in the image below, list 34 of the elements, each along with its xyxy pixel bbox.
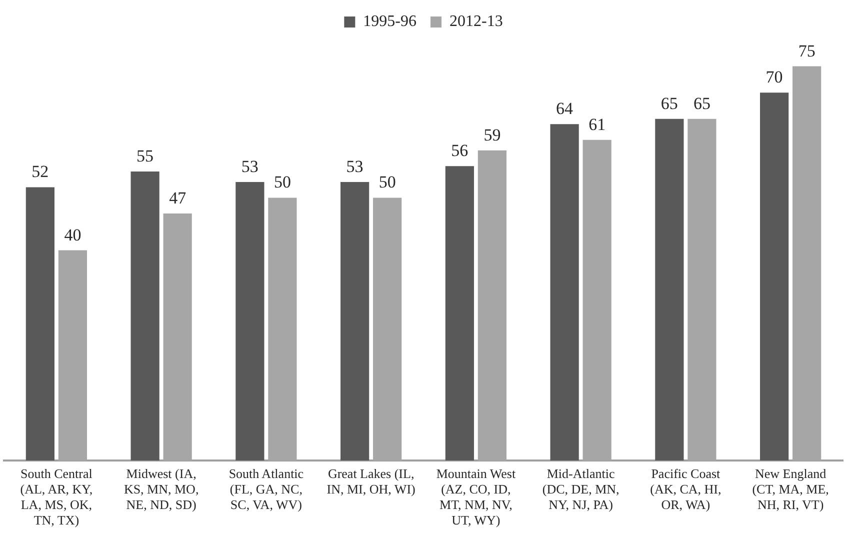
bar [550,124,579,461]
legend-label: 1995-96 [363,13,416,30]
bar [26,187,54,461]
x-tick-label: Great Lakes (IL, IN, MI, OH, WI) [326,466,416,496]
data-label: 64 [556,99,574,118]
data-label: 40 [64,225,82,244]
x-tick-label: Mid-Atlantic (DC, DE, MN, NY, NJ, PA) [542,466,620,512]
data-label: 55 [136,146,154,166]
data-label: 75 [798,41,816,60]
bar [236,182,264,461]
x-tick-label: South Atlantic (FL, GA, NC, SC, VA, WV) [228,466,304,512]
x-tick-label: South Central (AL, AR, KY, LA, MS, OK, TN, TX) [20,466,93,528]
x-tick-label: Pacific Coast (AK, CA, HI, OR, WA) [650,466,722,512]
bar [130,171,160,461]
data-label: 59 [484,125,501,144]
legend-label: 2012-13 [450,13,503,30]
bar [445,166,474,461]
data-label: 47 [169,188,187,208]
data-label: 52 [32,162,49,182]
bar [655,118,684,461]
x-tick-label: Midwest (IA, KS, MN, MO, NE, ND, SD) [124,466,199,512]
x-tick-label: New England (CT, MA, ME, NH, RI, VT) [752,466,829,512]
data-label: 61 [588,114,606,134]
data-label: 70 [766,68,783,87]
bar [760,92,789,461]
data-label: 50 [378,172,396,192]
data-label: 65 [693,94,710,113]
data-label: 53 [346,156,364,176]
data-label: 56 [451,141,468,160]
x-tick-label: Mountain West (AZ, CO, ID, MT, NM, NV, UT, WY) [436,466,516,528]
data-label: 53 [241,156,258,176]
bar [340,182,370,461]
data-label: 65 [660,94,678,113]
data-label: 50 [274,172,291,192]
